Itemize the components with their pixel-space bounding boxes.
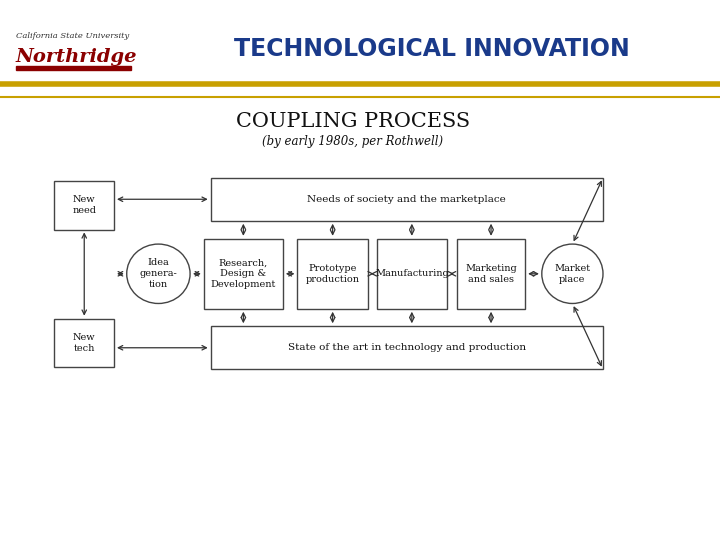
Text: California State University: California State University xyxy=(16,32,129,40)
Text: TECHNOLOGICAL INNOVATION: TECHNOLOGICAL INNOVATION xyxy=(234,37,630,60)
Text: Manufacturing: Manufacturing xyxy=(375,269,449,278)
Bar xyxy=(16,66,131,70)
Text: COUPLING PROCESS: COUPLING PROCESS xyxy=(235,112,470,131)
Text: Market
place: Market place xyxy=(554,264,590,284)
Bar xyxy=(377,239,447,309)
Text: Needs of society and the marketplace: Needs of society and the marketplace xyxy=(307,195,506,204)
Text: New
tech: New tech xyxy=(73,333,96,353)
Ellipse shape xyxy=(127,244,190,303)
Text: Northridge: Northridge xyxy=(16,48,138,65)
Text: Idea
genera-
tion: Idea genera- tion xyxy=(140,258,177,289)
Bar xyxy=(297,239,368,309)
Text: Marketing
and sales: Marketing and sales xyxy=(465,264,517,284)
Ellipse shape xyxy=(541,244,603,303)
Bar xyxy=(210,326,603,369)
Bar xyxy=(457,239,526,309)
Bar xyxy=(55,181,114,230)
Text: State of the art in technology and production: State of the art in technology and produ… xyxy=(288,343,526,352)
Bar xyxy=(210,178,603,221)
Text: (by early 1980s, per Rothwell): (by early 1980s, per Rothwell) xyxy=(262,135,444,148)
Bar xyxy=(204,239,283,309)
Text: New
need: New need xyxy=(72,195,96,215)
Bar xyxy=(55,319,114,367)
Text: Prototype
production: Prototype production xyxy=(306,264,360,284)
Text: Research,
Design &
Development: Research, Design & Development xyxy=(211,258,276,289)
